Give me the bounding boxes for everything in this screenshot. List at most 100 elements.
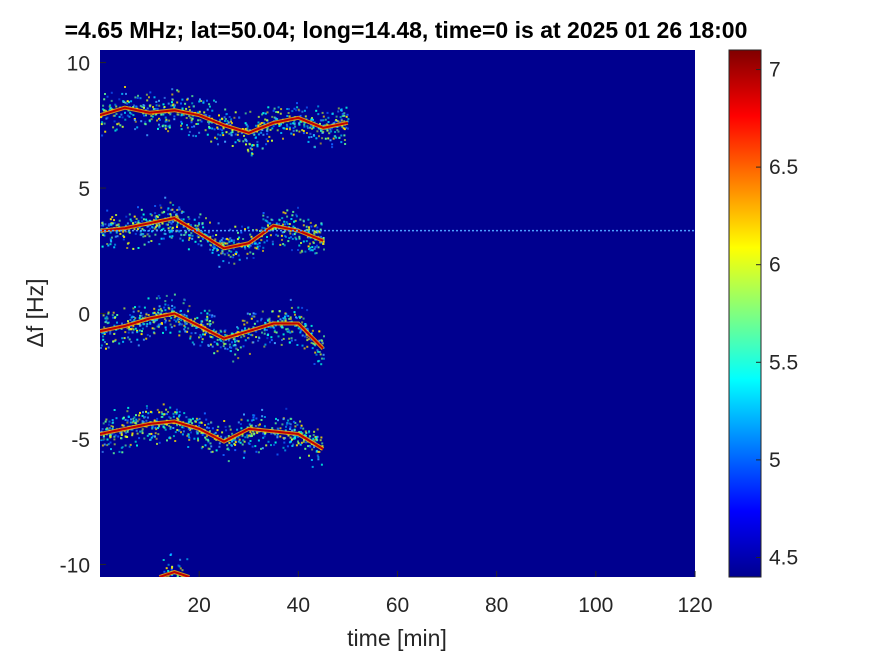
noise-pixel (279, 112, 282, 115)
y-tick-label: 0 (78, 304, 90, 327)
noise-pixel (237, 421, 240, 424)
noise-pixel (164, 309, 167, 312)
noise-pixel (304, 250, 307, 253)
noise-pixel (282, 223, 285, 226)
noise-pixel (153, 307, 156, 310)
noise-pixel (141, 428, 144, 431)
noise-pixel (216, 249, 219, 251)
noise-pixel (208, 125, 211, 128)
noise-pixel (204, 444, 207, 447)
noise-pixel (278, 218, 281, 221)
noise-pixel (166, 208, 169, 211)
noise-pixel (269, 319, 272, 322)
noise-pixel (158, 424, 161, 427)
noise-pixel (193, 343, 196, 346)
noise-pixel (133, 416, 136, 419)
noise-pixel (275, 331, 278, 334)
noise-pixel (185, 416, 188, 419)
noise-pixel (178, 323, 181, 326)
noise-pixel (268, 321, 271, 324)
noise-pixel (103, 331, 106, 334)
noise-pixel (223, 253, 226, 256)
noise-pixel (267, 221, 269, 224)
noise-pixel (216, 429, 219, 432)
noise-pixel (190, 431, 192, 434)
noise-pixel (156, 408, 159, 411)
noise-pixel (294, 231, 297, 234)
noise-pixel (185, 581, 187, 583)
noise-pixel (295, 213, 298, 216)
noise-pixel (314, 344, 317, 347)
noise-pixel (178, 330, 181, 333)
noise-pixel (109, 104, 112, 107)
noise-pixel (299, 120, 302, 123)
noise-pixel (340, 118, 343, 121)
noise-pixel (245, 140, 248, 143)
noise-pixel (316, 130, 319, 133)
noise-pixel (286, 330, 289, 333)
noise-pixel (259, 423, 261, 426)
noise-pixel (265, 129, 268, 132)
noise-pixel (165, 223, 168, 226)
noise-pixel (207, 231, 210, 234)
noise-pixel (253, 414, 256, 417)
noise-pixel (258, 245, 261, 248)
noise-pixel (110, 99, 113, 102)
noise-pixel (276, 118, 279, 120)
noise-pixel (249, 440, 252, 442)
noise-pixel (237, 440, 240, 443)
noise-pixel (236, 238, 239, 241)
noise-pixel (185, 107, 188, 110)
noise-pixel (243, 329, 246, 332)
noise-pixel (270, 339, 273, 342)
noise-pixel (158, 226, 161, 229)
noise-pixel (246, 436, 249, 439)
noise-pixel (282, 337, 285, 340)
noise-pixel (169, 426, 172, 429)
noise-pixel (228, 261, 230, 264)
noise-pixel (300, 441, 303, 444)
noise-pixel (169, 417, 172, 420)
noise-pixel (162, 103, 165, 106)
noise-pixel (109, 332, 112, 335)
noise-pixel (263, 328, 266, 331)
noise-pixel (308, 248, 310, 251)
noise-pixel (286, 327, 289, 330)
noise-pixel (124, 224, 127, 227)
noise-pixel (303, 109, 306, 112)
noise-pixel (312, 126, 315, 129)
noise-pixel (115, 417, 118, 420)
noise-pixel (216, 338, 219, 341)
noise-pixel (307, 230, 310, 233)
noise-pixel (243, 319, 246, 322)
noise-pixel (200, 320, 203, 323)
noise-pixel (282, 446, 285, 449)
noise-pixel (272, 326, 275, 329)
noise-pixel (213, 432, 216, 435)
noise-pixel (263, 435, 266, 438)
noise-pixel (309, 126, 312, 129)
noise-pixel (254, 242, 257, 245)
noise-pixel (160, 311, 163, 314)
noise-pixel (299, 114, 302, 117)
noise-pixel (264, 322, 267, 325)
noise-pixel (227, 254, 230, 257)
noise-pixel (176, 424, 179, 427)
noise-pixel (155, 215, 158, 218)
noise-pixel (137, 94, 139, 97)
noise-pixel (134, 96, 137, 99)
noise-pixel (277, 320, 279, 323)
noise-pixel (263, 122, 266, 125)
noise-pixel (206, 99, 208, 102)
noise-pixel (167, 213, 170, 216)
noise-pixel (208, 115, 211, 117)
noise-pixel (126, 421, 129, 424)
noise-pixel (183, 578, 185, 580)
noise-pixel (132, 247, 135, 250)
noise-pixel (178, 334, 181, 337)
noise-pixel (319, 228, 322, 231)
noise-pixel (122, 238, 125, 241)
noise-pixel (181, 122, 183, 125)
noise-pixel (339, 116, 342, 119)
noise-pixel (293, 226, 296, 229)
